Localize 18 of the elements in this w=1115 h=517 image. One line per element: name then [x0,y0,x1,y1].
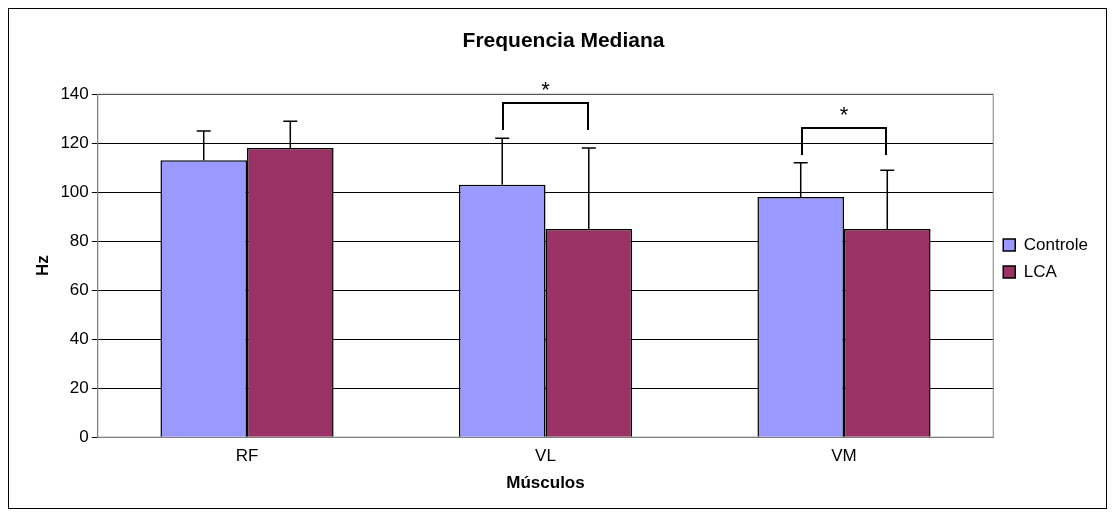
x-tick-label: RF [235,446,259,466]
legend-label: Controle [1023,234,1089,254]
x-tick-label: VL [535,446,556,466]
chart-title: Frequencia Mediana [462,28,665,52]
annotation: * [540,77,551,103]
y-tick-label: 20 [69,377,89,397]
y-tick-label: 60 [69,279,89,299]
legend-label: LCA [1023,261,1058,281]
annotation: * [838,101,850,127]
y-tick-label: 40 [69,328,89,348]
y-tick-label: 0 [79,426,89,446]
y-tick-label: 100 [60,181,89,201]
y-tick-label: 80 [69,230,89,250]
y-tick-label: 140 [60,83,89,103]
y-axis-title: Hz [32,255,52,277]
x-tick-label: VM [831,446,857,466]
y-tick-label: 120 [60,132,89,152]
x-axis-title: Músculos [506,473,585,493]
